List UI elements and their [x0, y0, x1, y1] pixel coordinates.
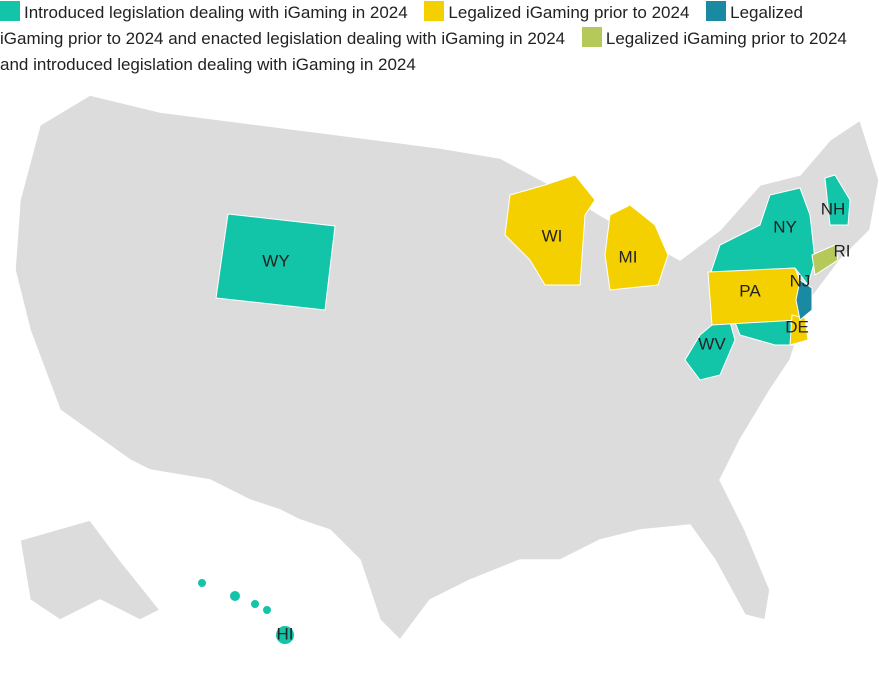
state-shape — [795, 279, 813, 321]
state-label: DE — [785, 317, 809, 336]
state-shape — [215, 213, 336, 311]
legend-swatch — [424, 1, 445, 21]
state-label: NY — [773, 217, 797, 236]
island — [230, 591, 240, 601]
state-label: PA — [739, 281, 761, 300]
legend-label: Introduced legislation dealing with iGam… — [24, 3, 408, 22]
island — [263, 606, 271, 614]
legend-swatch — [0, 1, 20, 21]
state-shape — [811, 244, 839, 276]
legend-label: Legalized iGaming prior to 2024 and intr… — [0, 29, 847, 74]
legend: Introduced legislation dealing with iGam… — [0, 0, 870, 78]
legend-item: Legalized iGaming prior to 2024 and intr… — [0, 27, 847, 74]
state-label: MI — [619, 247, 638, 266]
legend-item: Introduced legislation dealing with iGam… — [0, 1, 408, 22]
legend-swatch — [581, 27, 602, 47]
island — [198, 579, 206, 587]
legend-item: Legalized iGaming prior to 2024 and enac… — [0, 1, 803, 48]
state-shape — [604, 204, 669, 291]
state-label: RI — [834, 241, 851, 260]
legend-label: Legalized iGaming prior to 2024 and enac… — [0, 3, 803, 48]
legend-item: Legalized iGaming prior to 2024 — [424, 1, 690, 22]
state-label: WV — [698, 334, 726, 353]
island — [251, 600, 259, 608]
legend-label: Legalized iGaming prior to 2024 — [448, 3, 690, 22]
state-shape — [504, 174, 596, 286]
states: WY NY NH WV HI WI MI PA DE NJ RI — [198, 174, 851, 644]
state-shape — [684, 321, 736, 381]
legend-swatch — [706, 1, 727, 21]
state-label: NJ — [790, 271, 811, 290]
state-shape — [824, 174, 851, 226]
state-label: WY — [262, 251, 289, 270]
state-label: WI — [542, 226, 563, 245]
alaska-base — [19, 519, 162, 621]
state-label: HI — [277, 624, 294, 643]
state-label: NH — [821, 199, 846, 218]
island — [276, 626, 294, 644]
us-base — [14, 94, 879, 642]
